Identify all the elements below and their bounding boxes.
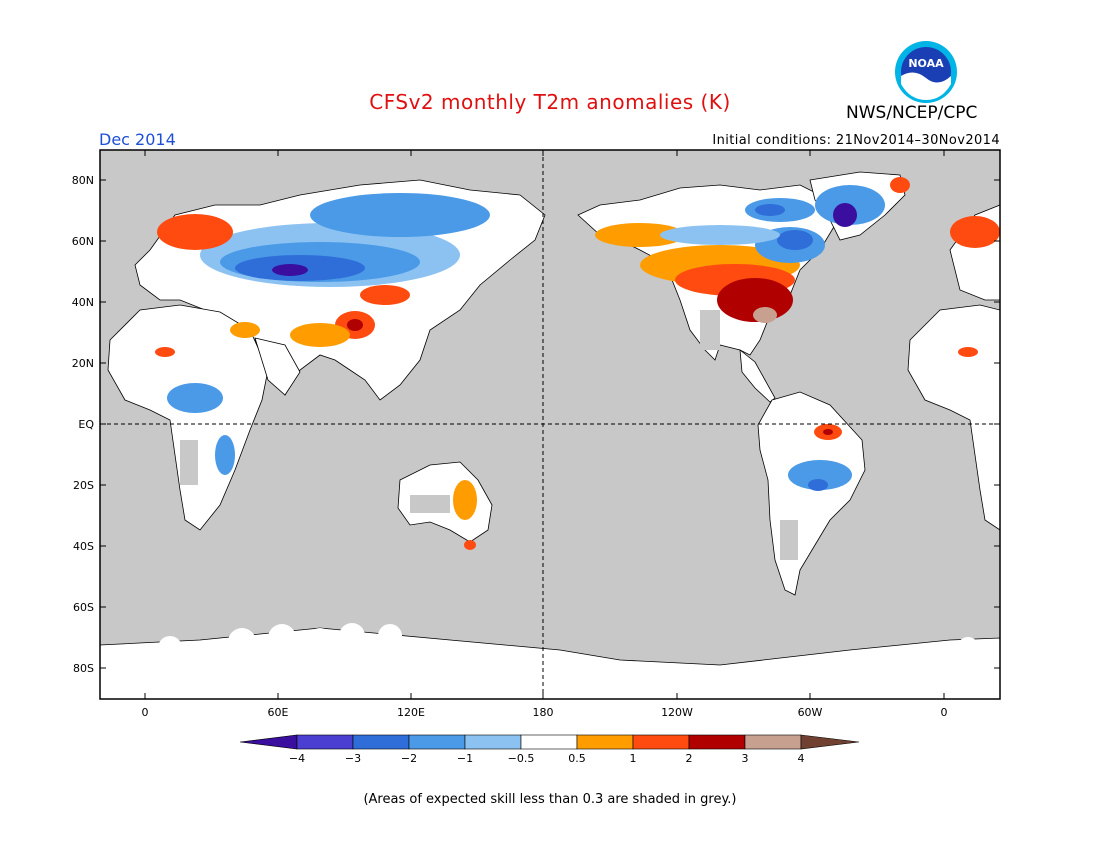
month-label: Dec 2014: [99, 130, 176, 149]
logo-text: NOAA: [908, 57, 944, 70]
lon-label: 120W: [661, 706, 693, 719]
colorbar-segment: [744, 734, 802, 750]
map-title: CFSv2 monthly T2m anomalies (K): [369, 90, 731, 114]
colorbar-segment: [520, 734, 578, 750]
latitude-axis: 80N 60N 40N 20N EQ 20S 40S 60S 80S: [72, 174, 1000, 675]
colorbar-segment: [688, 734, 746, 750]
colorbar: −4 −3 −2 −1 −0.5 0.5 1 2 3 4: [239, 734, 860, 765]
colorbar-tick-label: 4: [798, 752, 805, 765]
colorbar-segment: [464, 734, 522, 750]
noaa-logo: NOAA: [895, 41, 957, 103]
lat-label: 60N: [72, 235, 94, 248]
lon-label: 120E: [397, 706, 425, 719]
agency-label: NWS/NCEP/CPC: [846, 103, 978, 123]
lon-label: 0: [142, 706, 149, 719]
colorbar-segment: [408, 734, 466, 750]
lat-label: 60S: [73, 601, 94, 614]
lat-label: 20N: [72, 357, 94, 370]
colorbar-tick-label: 1: [630, 752, 637, 765]
anomaly-shading: [155, 177, 1000, 560]
lat-label: 80S: [73, 662, 94, 675]
antarctic-blotches: [158, 623, 979, 676]
colorbar-segment: [352, 734, 410, 750]
colorbar-tick-label: −1: [457, 752, 473, 765]
arabian-peninsula: [254, 337, 301, 396]
footnote: (Areas of expected skill less than 0.3 a…: [363, 792, 737, 807]
colorbar-tick-label: −4: [289, 752, 305, 765]
colorbar-tick-label: −2: [401, 752, 417, 765]
colorbar-tick-label: 0.5: [568, 752, 586, 765]
africa-east-edge: [907, 304, 1001, 531]
colorbar-segment: [576, 734, 634, 750]
colorbar-tick-label: 3: [742, 752, 749, 765]
colorbar-segment: [632, 734, 690, 750]
lat-label: 20S: [73, 479, 94, 492]
colorbar-extend-low: [239, 734, 298, 750]
lat-label: EQ: [78, 418, 94, 431]
colorbar-tick-label: −3: [345, 752, 361, 765]
lat-label: 40N: [72, 296, 94, 309]
colorbar-segment: [296, 734, 354, 750]
lon-label: 60E: [268, 706, 289, 719]
lon-label: 180: [533, 706, 554, 719]
longitude-axis: 0 60E 120E 180 120W 60W 0: [142, 150, 948, 719]
initial-conditions-label: Initial conditions: 21Nov2014–30Nov2014: [712, 133, 1000, 148]
lon-label: 0: [941, 706, 948, 719]
colorbar-extend-high: [800, 734, 860, 750]
colorbar-tick-label: 2: [686, 752, 693, 765]
colorbar-tick-label: −0.5: [508, 752, 535, 765]
lat-label: 40S: [73, 540, 94, 553]
lon-label: 60W: [798, 706, 823, 719]
lat-label: 80N: [72, 174, 94, 187]
